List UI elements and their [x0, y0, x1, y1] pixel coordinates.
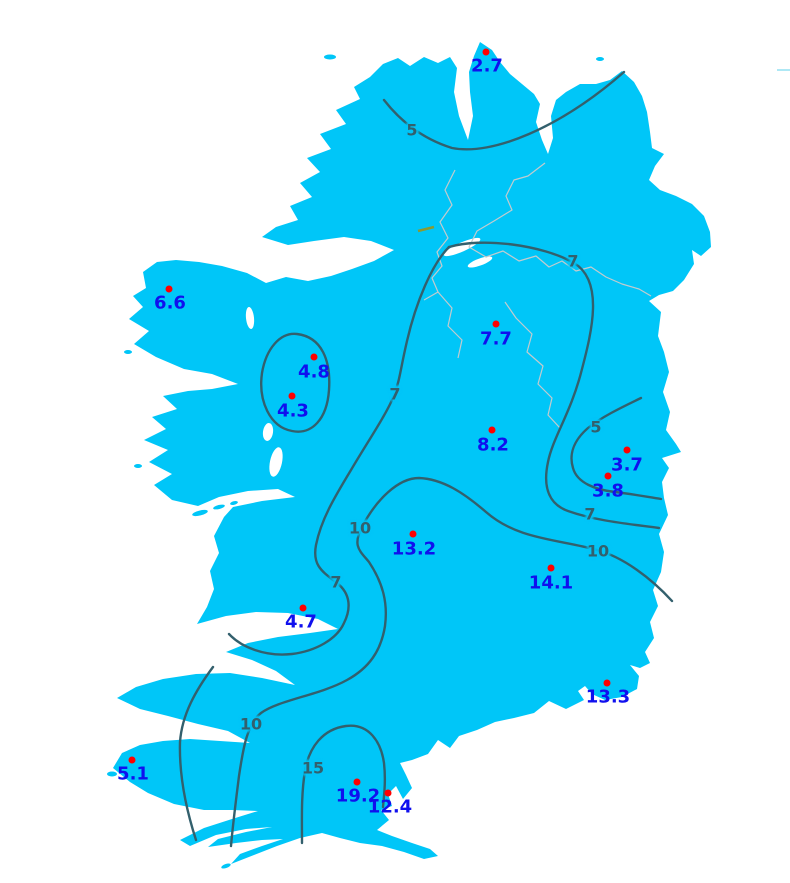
station-dot: [492, 320, 500, 328]
station-dot: [488, 426, 496, 434]
contour-line-10-main: [229, 476, 674, 848]
contour-line-7-east: [447, 241, 661, 530]
station-dot: [128, 756, 136, 764]
station-dot: [310, 353, 318, 361]
contour-line-7-kerry: [178, 665, 215, 842]
station-dot: [547, 564, 555, 572]
contour-value-label: 10: [239, 714, 263, 734]
contour-lines: [178, 70, 674, 848]
station-value-label: 3.8: [592, 480, 624, 502]
station-value-label: 14.1: [528, 572, 574, 594]
contour-value-label: 7: [584, 504, 596, 524]
station-dot: [288, 392, 296, 400]
contour-value-label: 15: [301, 758, 325, 778]
offshore-edge-fragment: [777, 69, 790, 71]
station-value-label: 8.2: [477, 434, 509, 456]
contour-line-5-north: [382, 70, 626, 151]
station-dot: [482, 48, 490, 56]
station-dot: [604, 472, 612, 480]
admin-borders: [423, 162, 652, 429]
contour-value-label: 7: [330, 572, 342, 592]
station-dot: [384, 789, 392, 797]
station-dot: [409, 530, 417, 538]
olive-terrain-mark: [417, 225, 435, 233]
station-value-label: 12.4: [367, 796, 413, 818]
ireland-landmass: [107, 42, 790, 869]
station-value-label: 7.7: [480, 328, 512, 350]
contour-value-label: 10: [586, 541, 610, 561]
contour-value-label: 7: [567, 251, 579, 271]
station-dot: [353, 778, 361, 786]
contour-line-7-west: [227, 245, 451, 656]
station-dot: [299, 604, 307, 612]
contour-value-label: 5: [406, 120, 418, 140]
contour-value-label: 5: [590, 417, 602, 437]
contour-line-15-cork: [300, 724, 387, 845]
station-value-label: 4.8: [298, 361, 330, 383]
station-value-label: 19.2: [335, 785, 381, 807]
station-value-label: 13.2: [391, 538, 437, 560]
station-value-label: 3.7: [611, 454, 643, 476]
station-dot: [603, 679, 611, 687]
offshore-islands: [107, 54, 604, 869]
station-dot: [165, 285, 173, 293]
contour-line-7-closed-oval: [260, 332, 331, 433]
station-value-label: 5.1: [117, 763, 149, 785]
contour-value-label: 10: [348, 518, 372, 538]
station-value-label: 13.3: [585, 686, 631, 708]
station-value-label: 4.7: [285, 611, 317, 633]
station-value-label: 4.3: [277, 400, 309, 422]
station-dot: [623, 446, 631, 454]
station-value-label: 2.7: [471, 55, 503, 77]
contour-line-5-dublin: [570, 396, 663, 501]
ireland-coastline: [113, 42, 711, 864]
contour-value-label: 7: [389, 384, 401, 404]
station-value-label: 6.6: [154, 292, 186, 314]
